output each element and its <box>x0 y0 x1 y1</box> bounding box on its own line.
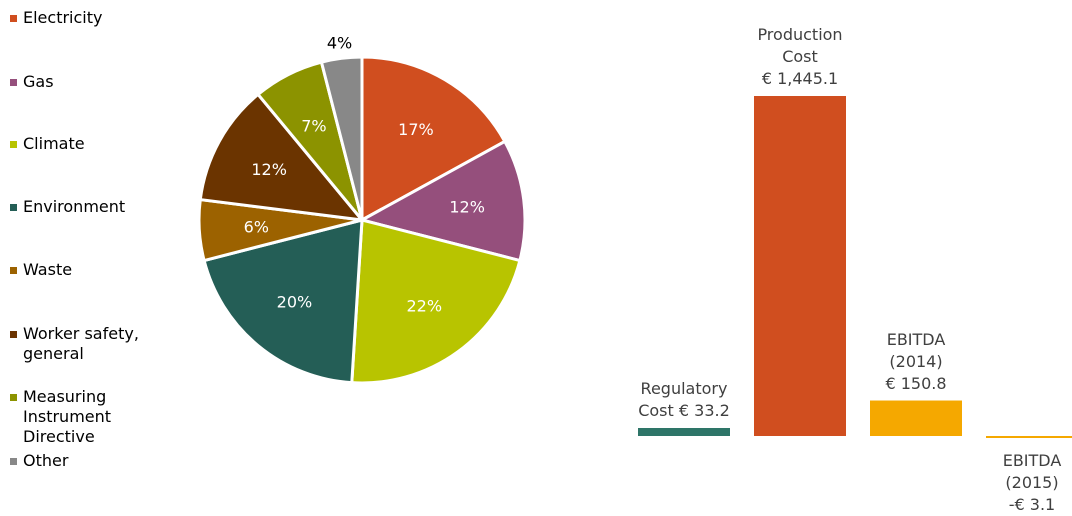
pie-slice-label-0: 17% <box>398 120 434 139</box>
pie-slice-0 <box>360 55 507 223</box>
legend-label: Gas <box>23 72 54 91</box>
pie-slice-label-3: 20% <box>277 293 313 312</box>
pie-slice-label-7: 4% <box>327 33 352 52</box>
legend-label: Measuring Instrument Directive <box>23 387 112 446</box>
pie-slice-label-1: 12% <box>449 198 485 217</box>
legend-label: Electricity <box>23 8 103 27</box>
pie-slice-label-4: 6% <box>244 218 269 237</box>
legend-swatch <box>10 79 17 86</box>
pie-chart: 17% 12% 22% 20% 6% 12% 7% 4% <box>197 33 527 385</box>
pie-slice-label-2: 22% <box>406 297 442 316</box>
legend-swatch <box>10 331 17 338</box>
legend-item-1: Gas <box>10 72 180 92</box>
legend-swatch <box>10 15 17 22</box>
pie-slice-2 <box>350 218 522 385</box>
legend-label: Worker safety, general <box>23 324 139 363</box>
legend-label: Environment <box>23 197 126 216</box>
pie-slice-1 <box>357 139 527 263</box>
pie-slice-label-5: 12% <box>251 160 287 179</box>
bar-0 <box>638 428 730 436</box>
bar-2 <box>870 400 962 436</box>
pie-slice-3 <box>202 218 364 385</box>
legend-swatch <box>10 267 17 274</box>
pie-slice-7 <box>319 55 364 221</box>
legend-item-4: Waste <box>10 260 180 280</box>
legend-item-5: Worker safety, general <box>10 324 180 364</box>
legend-item-2: Climate <box>10 134 180 154</box>
bar-chart <box>638 96 1072 438</box>
bar-1 <box>754 96 846 436</box>
bar-3 <box>986 436 1072 438</box>
legend-item-0: Electricity <box>10 8 180 28</box>
legend-swatch <box>10 458 17 465</box>
legend-label: Waste <box>23 260 73 279</box>
legend-swatch <box>10 204 17 211</box>
legend-swatch <box>10 141 17 148</box>
bar-label-2: EBITDA (2014) € 150.8 <box>885 329 947 393</box>
bar-label-1: Production Cost € 1,445.1 <box>757 25 843 88</box>
bar-label-3: EBITDA (2015) -€ 3.1 <box>1002 451 1062 514</box>
bar-label-0: Regulatory Cost € 33.2 <box>638 379 730 420</box>
legend-item-3: Environment <box>10 197 180 217</box>
legend-label: Other <box>23 451 69 470</box>
legend-item-6: Measuring Instrument Directive <box>10 387 180 447</box>
legend-swatch <box>10 394 17 401</box>
legend-item-7: Other <box>10 451 180 471</box>
legend-label: Climate <box>23 134 85 153</box>
pie-slice-label-6: 7% <box>301 117 326 136</box>
pie-slice-5 <box>198 92 366 222</box>
